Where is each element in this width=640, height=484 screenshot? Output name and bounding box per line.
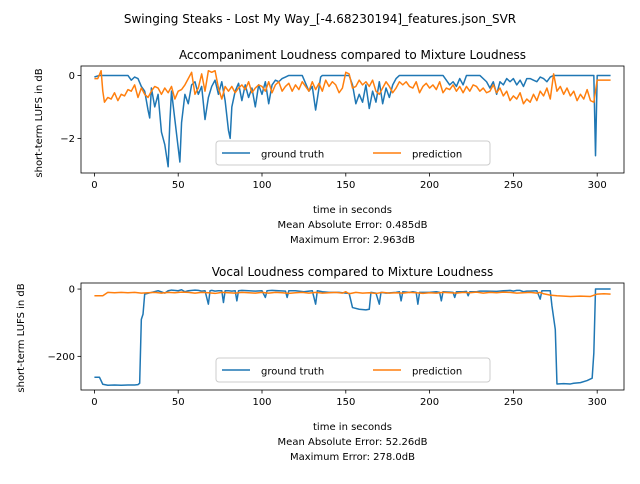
accompaniment-legend-gt-label: ground truth xyxy=(261,150,324,161)
vocal-series-lines xyxy=(94,288,611,387)
vocal-ylabel: short-term LUFS in dB xyxy=(16,283,27,392)
accompaniment-x-tick-label: 250 xyxy=(504,180,523,191)
vocal-mae: Mean Absolute Error: 52.26dB xyxy=(278,437,428,448)
accompaniment-x-tick-label: 300 xyxy=(588,180,607,191)
vocal-x-tick-label: 100 xyxy=(252,397,271,408)
accompaniment-series-lines xyxy=(94,69,611,168)
accompaniment-x-tick-label: 0 xyxy=(91,180,97,191)
accompaniment-y-tick-label: 0 xyxy=(69,71,75,82)
accompaniment-title: Accompaniment Loudness compared to Mixtu… xyxy=(179,48,526,62)
vocal-title: Vocal Loudness compared to Mixture Loudn… xyxy=(212,265,494,279)
accompaniment-y-tick-label: −2 xyxy=(60,134,75,145)
accompaniment-max-error: Maximum Error: 2.963dB xyxy=(290,235,415,246)
accompaniment-x-tick-label: 50 xyxy=(172,180,185,191)
vocal-legend-gt-label: ground truth xyxy=(261,367,324,378)
accompaniment-panel: Accompaniment Loudness compared to Mixtu… xyxy=(34,48,625,246)
accompaniment-ground-truth-line xyxy=(94,74,611,168)
vocal-x-tick-label: 300 xyxy=(588,397,607,408)
accompaniment-xlabel: time in seconds xyxy=(313,205,392,216)
vocal-prediction-line xyxy=(94,291,611,298)
vocal-max-error: Maximum Error: 278.0dB xyxy=(290,452,415,463)
vocal-x-tick-label: 0 xyxy=(91,397,97,408)
vocal-legend: ground truth prediction xyxy=(215,357,491,383)
accompaniment-axes-frame xyxy=(80,65,625,174)
vocal-x-tick-label: 250 xyxy=(504,397,523,408)
accompaniment-legend-pred-label: prediction xyxy=(412,150,462,161)
accompaniment-legend: ground truth prediction xyxy=(215,140,491,166)
accompaniment-legend-box xyxy=(215,140,491,166)
vocal-plot-area: 0 50 100 150 200 250 300 0 −200 xyxy=(48,282,625,408)
accompaniment-x-tick-label: 200 xyxy=(420,180,439,191)
vocal-xlabel: time in seconds xyxy=(313,422,392,433)
vocal-x-tick-label: 50 xyxy=(172,397,185,408)
accompaniment-plot-area: 0 50 100 150 200 250 300 0 −2 xyxy=(60,65,625,191)
vocal-y-tick-label: 0 xyxy=(69,285,75,296)
accompaniment-x-tick-label: 150 xyxy=(336,180,355,191)
vocal-x-tick-label: 150 xyxy=(336,397,355,408)
accompaniment-prediction-line xyxy=(94,69,611,105)
vocal-panel: Vocal Loudness compared to Mixture Loudn… xyxy=(16,265,625,463)
vocal-legend-pred-label: prediction xyxy=(412,367,462,378)
accompaniment-x-tick-label: 100 xyxy=(252,180,271,191)
vocal-x-tick-label: 200 xyxy=(420,397,439,408)
vocal-axes-frame xyxy=(80,282,625,391)
figure-suptitle: Swinging Steaks - Lost My Way_[-4.682301… xyxy=(124,12,516,26)
vocal-y-tick-label: −200 xyxy=(48,352,75,363)
accompaniment-ylabel: short-term LUFS in dB xyxy=(34,68,45,177)
accompaniment-mae: Mean Absolute Error: 0.485dB xyxy=(278,220,428,231)
vocal-legend-box xyxy=(215,357,491,383)
